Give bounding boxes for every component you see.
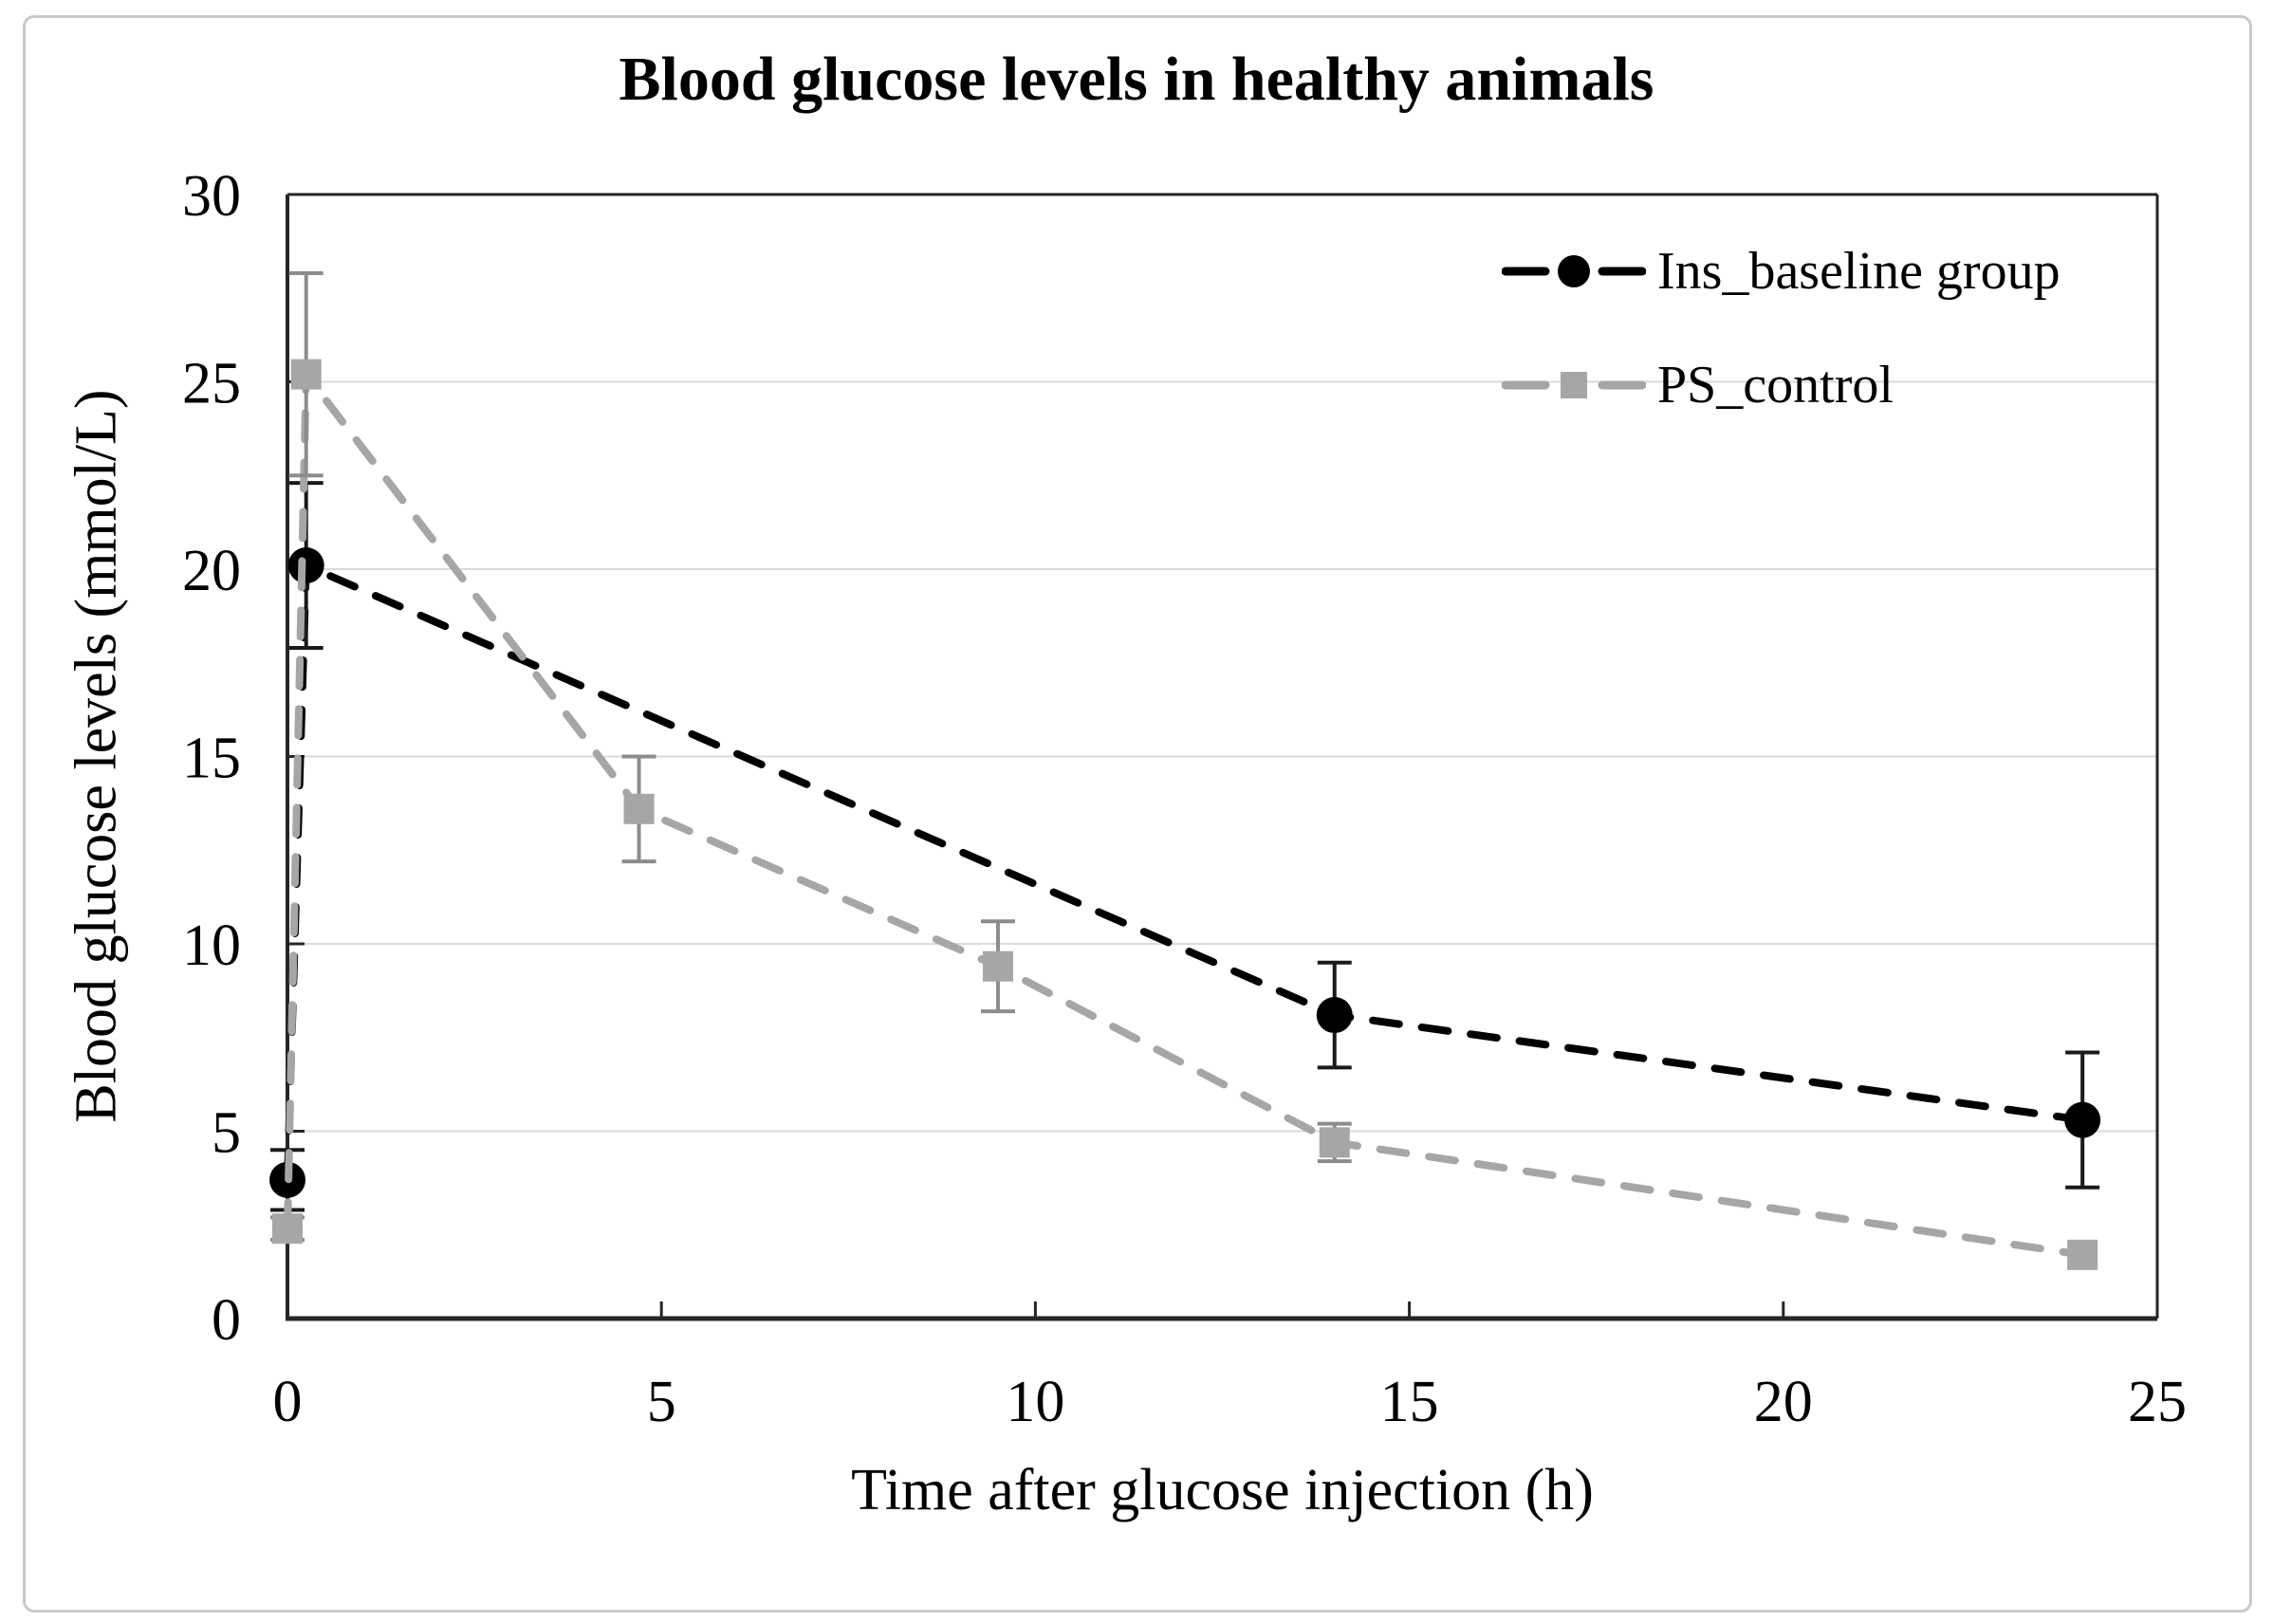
legend-marker-circle-dashed (1502, 255, 1646, 287)
data-point-marker (2067, 1239, 2098, 1270)
x-tick-label: 25 (2128, 1370, 2187, 1434)
y-tick-label: 20 (182, 539, 241, 603)
data-point-marker (287, 547, 324, 584)
x-tick-label: 10 (1006, 1370, 1064, 1434)
chart-title: Blood glucose levels in healthy animals (619, 45, 1654, 114)
x-tick-label: 20 (1754, 1370, 1813, 1434)
data-point-marker (982, 950, 1013, 982)
series-line (284, 560, 2087, 1184)
x-tick-label: 0 (273, 1370, 303, 1434)
data-point-marker (1319, 1127, 1350, 1158)
legend-label: Ins_baseline group (1657, 242, 2060, 301)
legend-marker-square-dashed (1502, 372, 1646, 398)
legend-label: PS_control (1657, 356, 1894, 415)
chart-outer-border (23, 15, 2252, 1613)
data-point-marker (290, 359, 322, 390)
y-tick-label: 5 (212, 1101, 241, 1166)
series-line (284, 363, 2087, 1259)
y-tick-label: 15 (182, 727, 241, 791)
x-axis-title: Time after glucose injection (h) (851, 1458, 1594, 1522)
legend: Ins_baseline group PS_control (1502, 233, 2060, 423)
data-point-marker (272, 1213, 303, 1245)
x-tick-label: 15 (1380, 1370, 1439, 1434)
data-point-marker (623, 793, 655, 824)
data-point-marker (2064, 1101, 2101, 1138)
data-point-marker (1316, 997, 1353, 1034)
y-axis-title: Blood glucose levels (mmol/L) (64, 389, 129, 1123)
x-tick-label: 5 (647, 1370, 676, 1434)
y-tick-label: 30 (182, 164, 241, 229)
y-tick-label: 0 (212, 1288, 241, 1353)
legend-entry-ps-control: PS_control (1502, 347, 2060, 423)
legend-entry-ins-baseline: Ins_baseline group (1502, 233, 2060, 309)
y-tick-label: 25 (182, 352, 241, 416)
y-tick-label: 10 (182, 914, 241, 978)
